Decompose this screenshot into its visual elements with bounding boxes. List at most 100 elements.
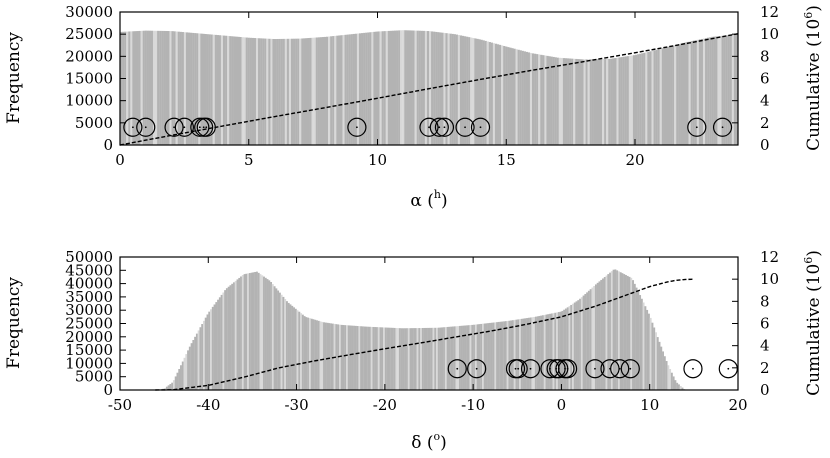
top-hist-bar (513, 48, 516, 145)
bottom-hist-bar (568, 306, 571, 390)
bottom-hist-bar (233, 282, 235, 390)
bottom-hist-bar (255, 271, 258, 390)
top-hist-bar (381, 31, 384, 146)
top-x-tick-label: 5 (244, 151, 254, 169)
top-hist-bar (486, 41, 489, 145)
top-hist-bar (453, 34, 456, 145)
bottom-hist-bar (524, 318, 527, 390)
bottom-hist-bar (610, 271, 613, 390)
top-hist-bar (202, 33, 205, 146)
top-y2-tick-label: 0 (760, 136, 770, 154)
top-hist-bar (705, 38, 708, 145)
bottom-hist-bar (379, 327, 382, 390)
bottom-hist-bar (591, 287, 594, 390)
bottom-y2-tick-label: 10 (760, 270, 779, 288)
bottom-hist-bar (448, 326, 451, 390)
bottom-x-tick-label: -40 (196, 396, 220, 414)
top-hist-bar (173, 31, 176, 145)
top-y2-ticks: 0 2 4 6 8 10 12 (732, 3, 779, 154)
top-hist-bar (517, 49, 520, 145)
top-hist-bar (155, 30, 158, 145)
top-hist-bar (696, 39, 700, 146)
bottom-hist-bar (287, 302, 290, 390)
top-hist-bar (194, 33, 197, 145)
top-hist-bar (249, 37, 252, 145)
bottom-hist-bar (390, 327, 393, 390)
bottom-hist-bar (199, 327, 202, 390)
top-hist-bar (501, 45, 504, 146)
bottom-y-tick-label: 50000 (65, 248, 113, 266)
top-hist-bar (663, 47, 667, 146)
bottom-hist-bar (231, 283, 234, 390)
top-hist-bar (356, 33, 360, 145)
top-hist-bar (735, 34, 739, 145)
bottom-hist-bar (550, 313, 553, 390)
bottom-hist-bar (376, 327, 378, 390)
top-hist-bar (488, 42, 491, 145)
top-hist-bar (437, 32, 440, 145)
bottom-panel: -50 -40 -30 -20 -10 0 10 20 0500010000150002000… (4, 248, 824, 453)
bottom-hist-bar (561, 310, 564, 390)
bottom-hist-bar (489, 322, 491, 390)
top-hist-bar (358, 33, 362, 145)
bottom-hist-bar (338, 324, 341, 390)
top-hist-bar (589, 59, 592, 146)
bottom-marker-dot (456, 367, 459, 370)
top-hist-bar (579, 59, 582, 145)
top-hist-bar (676, 44, 679, 145)
top-y-tick-label: 0 (103, 136, 113, 154)
bottom-hist-bar (467, 325, 470, 390)
top-hist-bar (373, 31, 376, 145)
top-hist-bar (303, 38, 306, 145)
bottom-hist-bar (211, 306, 214, 391)
top-hist-bar (231, 36, 234, 145)
top-hist-bar (630, 55, 634, 146)
bottom-hist-bar (271, 284, 274, 390)
bottom-hist-bar (353, 325, 355, 390)
top-hist-bar (148, 30, 152, 145)
top-marker-dot (356, 126, 358, 129)
top-hist-bar (597, 59, 601, 145)
bottom-hist-bar (670, 372, 673, 390)
bottom-hist-bar (547, 314, 550, 390)
bottom-hist-bar (617, 271, 620, 390)
top-hist-bar (672, 45, 675, 145)
top-marker (419, 117, 439, 137)
bottom-hist-bar (614, 269, 617, 390)
top-y2-tick-label: 12 (760, 3, 779, 21)
top-hist-bar (721, 35, 724, 146)
top-hist-bar (647, 51, 650, 145)
top-hist-bar (587, 59, 590, 145)
bottom-hist-bar (178, 368, 181, 390)
top-hist-bar (344, 34, 347, 146)
bottom-hist-bar (197, 330, 200, 390)
top-hist-bar (550, 56, 553, 145)
bottom-hist-bar (367, 326, 370, 390)
bottom-hist-bar (351, 325, 354, 390)
top-hist-bar (484, 40, 487, 145)
top-hist-bar (260, 38, 263, 145)
bottom-hist-bar (637, 291, 640, 390)
top-hist-bar (682, 42, 685, 145)
bottom-hist-bar (630, 277, 633, 390)
bottom-hist-bar (596, 282, 599, 390)
top-hist-bar (268, 38, 271, 145)
top-hist-bar (297, 38, 300, 145)
top-y-tick-label: 15000 (65, 70, 113, 88)
top-hist-bar (255, 38, 259, 145)
bottom-hist-bar (344, 325, 347, 390)
top-marker-dot (205, 126, 208, 129)
top-marker (196, 117, 216, 137)
top-hist-bar (674, 45, 677, 145)
top-hist-bar (196, 33, 199, 145)
top-xlabel-sup: h (434, 188, 441, 201)
top-hist-bar (707, 37, 710, 145)
bottom-hist-bar (600, 279, 603, 390)
top-hist-bar (490, 42, 494, 145)
bottom-hist-bar (188, 346, 191, 390)
top-hist-bar (496, 44, 500, 146)
bottom-marker-dot (629, 367, 632, 370)
top-hist-bar (684, 42, 687, 145)
top-hist-bar (251, 37, 255, 145)
bottom-hist-bar (285, 301, 288, 390)
